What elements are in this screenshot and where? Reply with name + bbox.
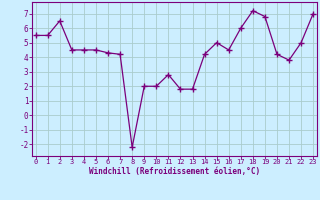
X-axis label: Windchill (Refroidissement éolien,°C): Windchill (Refroidissement éolien,°C) [89,167,260,176]
